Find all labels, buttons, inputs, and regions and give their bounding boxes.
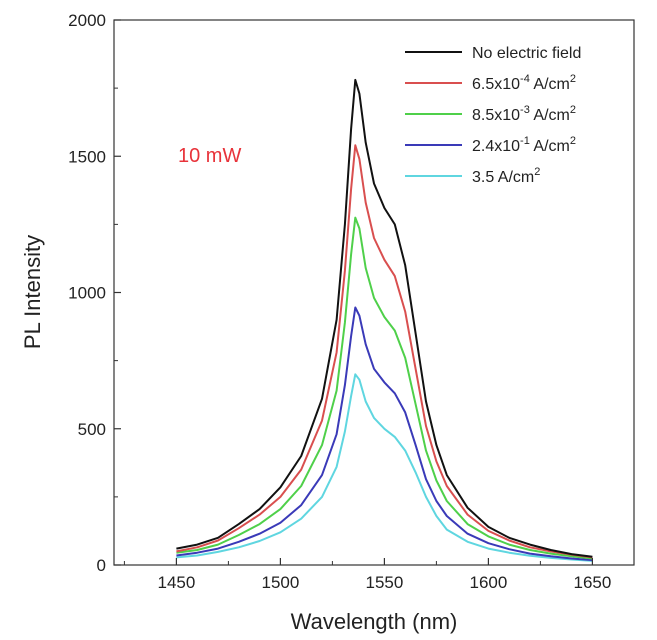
x-tick-label: 1450 (157, 573, 195, 592)
legend-label-tail: A/cm (530, 76, 570, 93)
x-tick-label: 1600 (469, 573, 507, 592)
y-axis-title: PL Intensity (20, 235, 45, 349)
legend-label-sup: -4 (520, 73, 530, 85)
series-line-0 (176, 78, 593, 558)
y-tick-label: 500 (78, 420, 106, 439)
series-line-4 (176, 373, 593, 562)
legend-label-sup: -3 (520, 104, 530, 116)
y-axis-ticks: 0 500 1000 1500 2000 (68, 11, 121, 575)
y-tick-label: 1000 (68, 284, 106, 303)
legend-label-main: 2.4x10 (472, 138, 520, 155)
x-axis-ticks: 1450 1500 1550 1600 1650 (123, 558, 611, 592)
x-tick-label: 1650 (573, 573, 611, 592)
legend-label-sup: 2 (534, 166, 540, 178)
legend-label-4: 3.5 A/cm2 (472, 166, 540, 186)
legend-label-0: No electric field (472, 45, 581, 62)
y-tick-label: 0 (97, 556, 106, 575)
power-annotation: 10 mW (178, 145, 241, 167)
y-tick-label: 1500 (68, 147, 106, 166)
series-line-2 (176, 216, 593, 560)
legend-label-sup2: 2 (570, 73, 576, 85)
legend-label-sup: -1 (520, 135, 530, 147)
legend-label-main: 6.5x10 (472, 76, 520, 93)
legend-label-2: 8.5x10-3 A/cm2 (472, 104, 576, 124)
series-line-3 (176, 306, 593, 562)
legend-label-main: 3.5 A/cm (472, 169, 534, 186)
series-group (176, 78, 593, 562)
series-line-1 (176, 144, 593, 559)
legend-label-tail: A/cm (530, 138, 570, 155)
legend-label-sup2: 2 (570, 104, 576, 116)
legend-label-tail: A/cm (530, 107, 570, 124)
legend-label-main: 8.5x10 (472, 107, 520, 124)
x-tick-label: 1550 (365, 573, 403, 592)
legend-label-sup2: 2 (570, 135, 576, 147)
legend-label-3: 2.4x10-1 A/cm2 (472, 135, 576, 155)
legend-label-main: No electric field (472, 45, 581, 62)
legend-label-1: 6.5x10-4 A/cm2 (472, 73, 576, 93)
x-axis-title: Wavelength (nm) (291, 609, 458, 634)
y-tick-label: 2000 (68, 11, 106, 30)
x-tick-label: 1500 (261, 573, 299, 592)
